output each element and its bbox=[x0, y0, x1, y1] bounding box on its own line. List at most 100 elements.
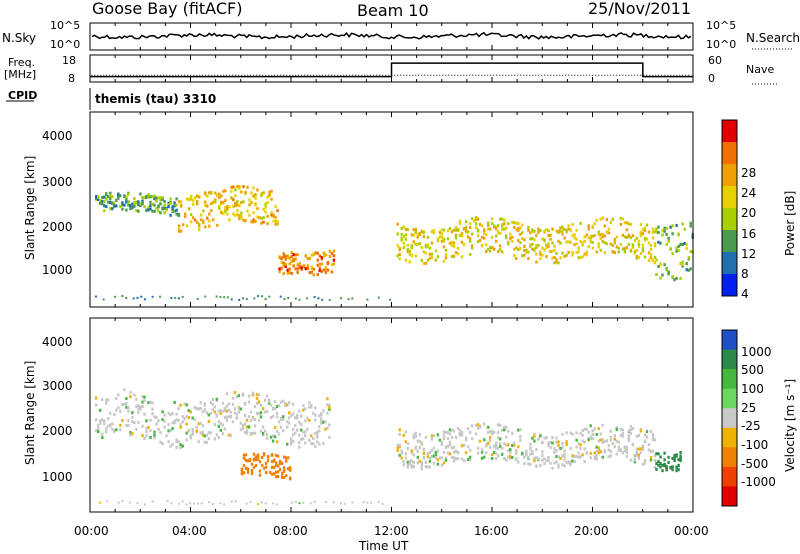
velocity-cell bbox=[452, 429, 456, 433]
power-cell bbox=[663, 226, 666, 230]
power-cell bbox=[436, 237, 440, 241]
velocity-cell bbox=[179, 446, 182, 450]
velocity-cell bbox=[103, 419, 106, 423]
power-cell bbox=[248, 203, 251, 207]
power-cell bbox=[316, 251, 319, 255]
velocity-cell bbox=[255, 397, 259, 401]
velocity-cell bbox=[284, 404, 287, 407]
velocity-cell bbox=[398, 445, 401, 449]
power-cell bbox=[549, 233, 552, 237]
power-cell bbox=[555, 229, 558, 233]
velocity-cell bbox=[257, 393, 261, 397]
power-cell bbox=[218, 204, 221, 208]
power-cell bbox=[232, 198, 235, 202]
power-cell bbox=[517, 227, 520, 230]
velocity-cell bbox=[493, 451, 496, 455]
velocity-cell bbox=[474, 432, 478, 436]
velocity-cell bbox=[581, 439, 584, 443]
velocity-cell bbox=[619, 433, 622, 437]
velocity-cell bbox=[281, 461, 284, 465]
velocity-cell bbox=[177, 418, 180, 422]
velocity-cell bbox=[270, 460, 274, 464]
velocity-cell bbox=[312, 437, 315, 441]
velocity-cell bbox=[541, 454, 544, 457]
velocity-cell bbox=[95, 429, 98, 433]
power-cell bbox=[232, 204, 235, 208]
power-cell bbox=[450, 230, 454, 234]
velocity-cell bbox=[507, 455, 510, 459]
velocity-cell bbox=[456, 426, 460, 430]
velocity-cell bbox=[211, 398, 214, 401]
power-cell bbox=[583, 252, 586, 256]
velocity-cell bbox=[543, 436, 546, 440]
power-cell bbox=[515, 257, 518, 260]
power-cell bbox=[105, 192, 108, 196]
power-cell bbox=[613, 241, 616, 245]
velocity-cell bbox=[267, 401, 271, 405]
velocity-cell bbox=[127, 419, 130, 423]
power-cell bbox=[571, 233, 574, 237]
power-cell bbox=[240, 190, 243, 194]
power-cell bbox=[438, 235, 442, 239]
velocity-cell bbox=[509, 454, 512, 458]
velocity-cell bbox=[285, 456, 288, 460]
power-cell bbox=[406, 228, 409, 232]
velocity-cell bbox=[151, 412, 154, 416]
velocity-cell bbox=[627, 436, 631, 440]
power-cell bbox=[422, 231, 426, 234]
power-cell bbox=[400, 226, 403, 230]
velocity-cell bbox=[200, 502, 203, 505]
power-cell bbox=[276, 220, 279, 224]
velocity-cell bbox=[159, 440, 162, 444]
velocity-cell bbox=[254, 458, 258, 462]
velocity-cell bbox=[362, 501, 365, 504]
velocity-cell bbox=[478, 425, 482, 429]
power-cell bbox=[450, 243, 454, 247]
power-cell bbox=[687, 256, 690, 260]
power-cell bbox=[284, 262, 287, 266]
velocity-cell bbox=[298, 420, 301, 424]
power-cell bbox=[679, 242, 682, 246]
velocity-ylabel: Slant Range [km] bbox=[23, 361, 37, 465]
velocity-cell bbox=[577, 442, 580, 446]
velocity-cell bbox=[207, 420, 210, 423]
velocity-cell bbox=[247, 415, 251, 419]
power-cell bbox=[219, 296, 222, 299]
velocity-cell bbox=[279, 400, 283, 404]
velocity-cell bbox=[398, 443, 401, 447]
power-cell bbox=[541, 237, 544, 241]
velocity-cell bbox=[450, 455, 454, 459]
velocity-cell bbox=[163, 419, 166, 423]
power-cell bbox=[132, 297, 135, 300]
power-cell bbox=[651, 236, 655, 240]
velocity-cell bbox=[637, 453, 641, 457]
velocity-cell bbox=[171, 442, 174, 446]
power-cell bbox=[601, 239, 604, 243]
velocity-cell bbox=[177, 440, 180, 444]
power-cbar-tick-24: 24 bbox=[741, 186, 756, 200]
velocity-cell bbox=[153, 436, 156, 440]
velocity-cell bbox=[639, 451, 643, 455]
velocity-cell bbox=[109, 411, 112, 415]
power-cell bbox=[196, 221, 199, 224]
power-cell bbox=[539, 229, 542, 232]
power-cell bbox=[324, 265, 328, 269]
power-cell bbox=[663, 263, 666, 267]
velocity-cell bbox=[575, 431, 578, 435]
power-cell bbox=[236, 209, 239, 213]
vel-ytick-4000: 4000 bbox=[42, 335, 73, 349]
velocity-cell bbox=[252, 458, 256, 462]
power-cell bbox=[655, 258, 658, 262]
velocity-cell bbox=[456, 457, 460, 461]
velocity-cell bbox=[679, 451, 682, 454]
velocity-cell bbox=[366, 501, 369, 504]
power-cell bbox=[224, 198, 227, 202]
power-cell bbox=[151, 202, 154, 206]
velocity-cell bbox=[665, 468, 668, 472]
power-cell bbox=[127, 192, 130, 196]
power-cell bbox=[621, 233, 624, 237]
velocity-colorbar-swatch bbox=[722, 369, 737, 390]
power-cell bbox=[290, 255, 293, 259]
velocity-cell bbox=[673, 454, 676, 457]
power-cell bbox=[137, 209, 140, 213]
